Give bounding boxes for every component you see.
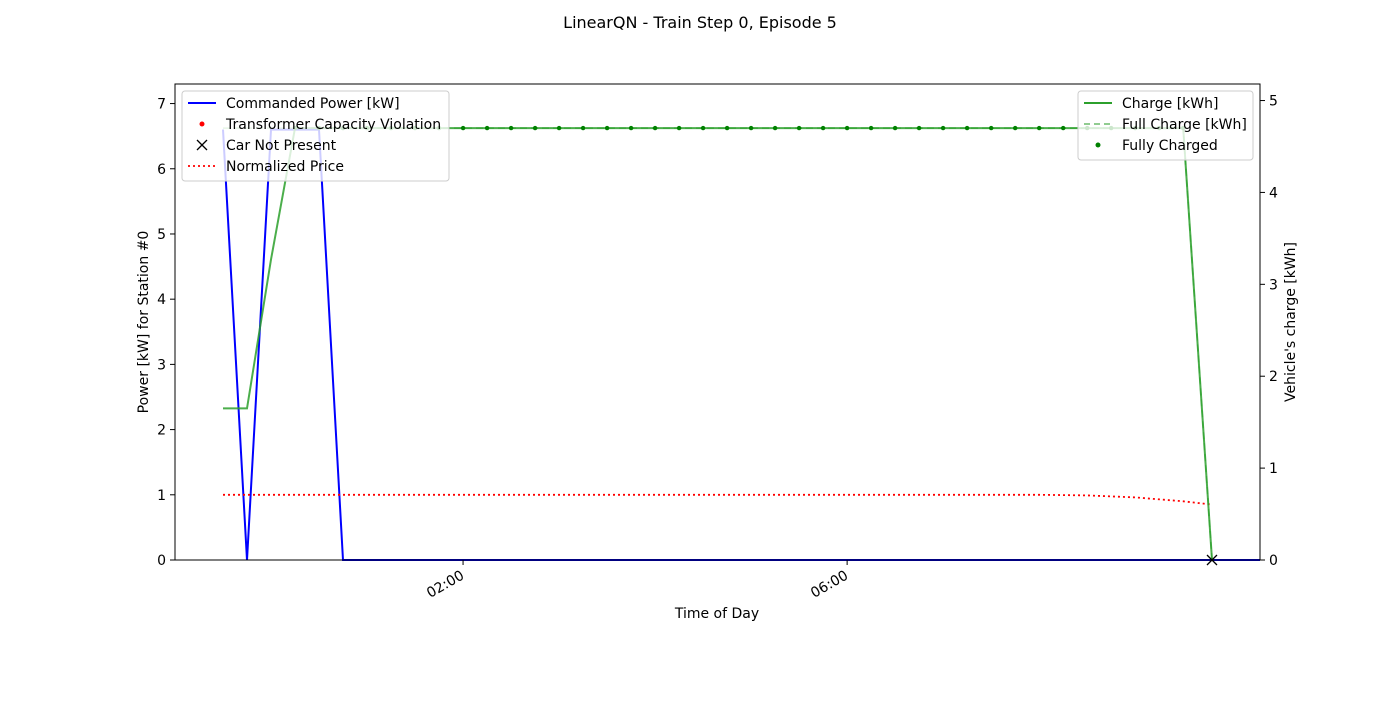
y-left-tick-label: 4 (157, 292, 166, 308)
legend-label: Full Charge [kWh] (1122, 117, 1247, 133)
y-right-tick-label: 4 (1269, 185, 1278, 201)
x-tick-label: 06:00 (808, 568, 851, 602)
left-axis: 0 1 2 3 4 5 6 7 (157, 97, 175, 569)
y-left-tick-label: 7 (157, 97, 166, 113)
fully-charged-point (820, 125, 826, 131)
series-line (223, 127, 1213, 561)
fully-charged-point (1013, 125, 1018, 131)
y-left-tick-label: 6 (157, 162, 166, 178)
fully-charged-point (772, 125, 778, 131)
legend-box (1077, 90, 1254, 161)
fully-charged-point (604, 125, 610, 131)
legend-label: Transformer Capacity Violation (225, 117, 441, 133)
legend-label: Car Not Present (226, 138, 337, 154)
y-right-tick-label: 1 (1269, 461, 1278, 477)
legend-box (181, 90, 450, 182)
fully-charged-point (724, 125, 730, 131)
x-axis: 02:00 06:00 (424, 560, 851, 602)
right-axis: 0 1 2 3 4 5 (1260, 94, 1278, 569)
legend-left: Commanded Power [kW] Transformer Capacity… (181, 90, 450, 182)
fully-charged-point (676, 125, 682, 131)
fully-charged-point (796, 125, 802, 131)
series-line (223, 493, 1213, 506)
y-left-tick-label: 0 (157, 553, 166, 569)
fully-charged-point (892, 125, 898, 131)
y-left-tick-label: 1 (157, 488, 166, 504)
legend-right: Charge [kWh] Full Charge [kWh] Fully Charg… (1077, 90, 1254, 161)
y-left-tick-label: 5 (157, 227, 166, 243)
legend-label: Commanded Power [kW] (226, 96, 400, 112)
fully-charged-point (628, 125, 634, 131)
y-left-tick-label: 3 (157, 357, 166, 373)
legend-swatch (1095, 142, 1101, 148)
plot-area (222, 125, 1260, 566)
plot-frame (174, 83, 1261, 561)
y-right-tick-label: 0 (1269, 553, 1278, 569)
y-left-tick-label: 2 (157, 423, 166, 439)
fully-charged-point (532, 125, 538, 131)
fully-charged-point (484, 125, 490, 131)
fully-charged-point (508, 125, 514, 131)
fully-charged-point (916, 125, 922, 131)
fully-charged-point (844, 125, 850, 131)
fully-charged-point (460, 125, 466, 131)
x-axis-label: Time of Day (674, 606, 759, 622)
fully-charged-point (748, 125, 754, 131)
legend-swatch (196, 139, 208, 151)
legend-label: Fully Charged (1122, 138, 1218, 154)
series-layer (222, 127, 1260, 561)
fully-charged-point (556, 125, 562, 131)
fully-charged-point (964, 125, 970, 131)
legend-swatch (199, 121, 205, 127)
legend-label: Charge [kWh] (1122, 96, 1218, 112)
fully-charged-point (868, 125, 874, 131)
fully-charged-point (1061, 125, 1066, 131)
fully-charged-point (700, 125, 706, 131)
y-right-tick-label: 5 (1269, 94, 1278, 110)
y-right-tick-label: 3 (1269, 277, 1278, 293)
fully-charged-point (652, 125, 658, 131)
x-tick-label: 02:00 (424, 568, 467, 602)
y-right-tick-label: 2 (1269, 369, 1278, 385)
legend-label: Normalized Price (226, 159, 344, 175)
chart-title: LinearQN - Train Step 0, Episode 5 (563, 13, 837, 32)
y-axis-label-left: Power [kW] for Station #0 (136, 231, 152, 414)
fully-charged-point (940, 125, 946, 131)
fully-charged-point (1037, 125, 1042, 131)
y-axis-label-right: Vehicle's charge [kWh] (1283, 242, 1299, 402)
fully-charged-point (580, 125, 586, 131)
fully-charged-point (989, 125, 994, 131)
marker-layer (292, 125, 1218, 566)
